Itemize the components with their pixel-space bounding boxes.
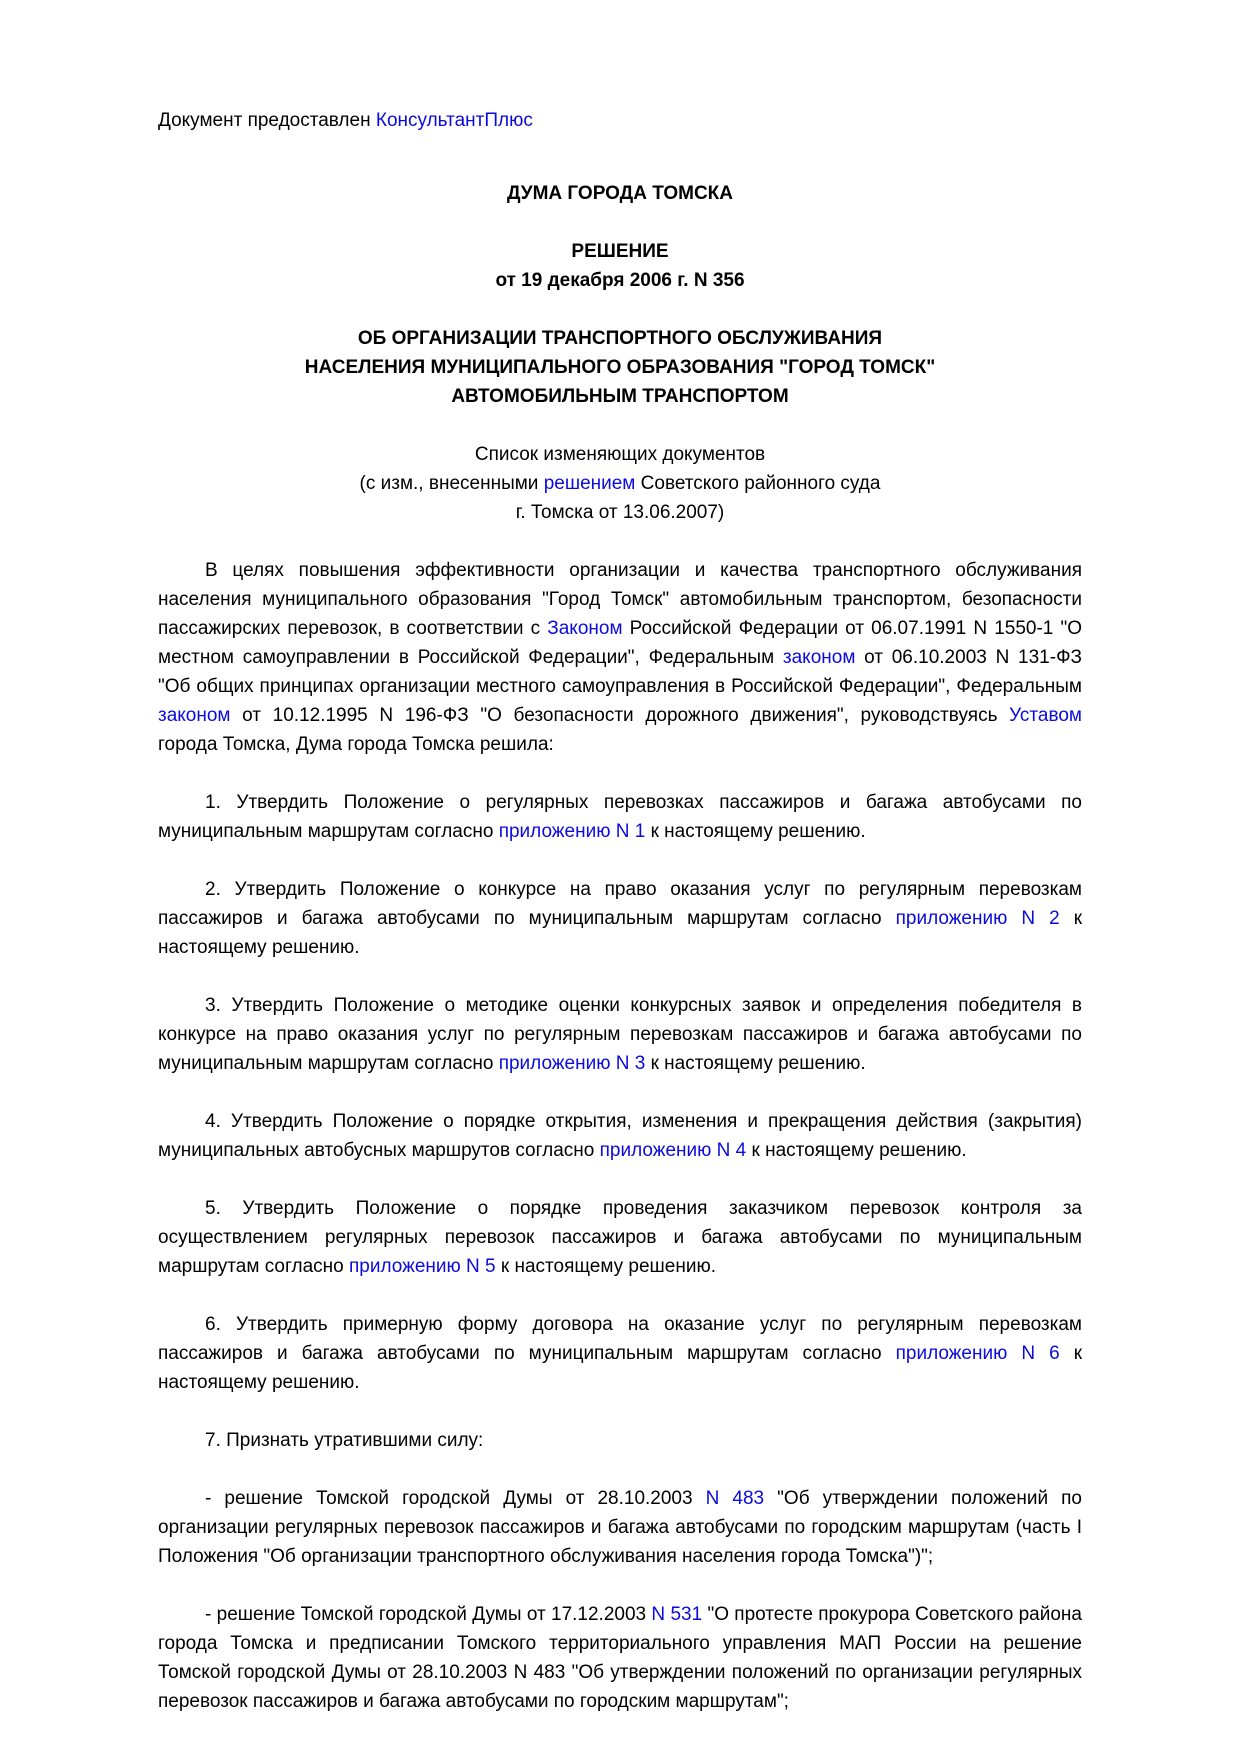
- text-segment: от 06.10.2003 N 131-ФЗ "Об общих принцип…: [158, 647, 1082, 697]
- document-page: Документ предоставлен КонсультантПлюс ДУ…: [158, 106, 1082, 1716]
- text-segment: 1. Утвердить Положение о регулярных пере…: [158, 792, 1082, 842]
- text-segment: Советского районного суда: [635, 473, 881, 494]
- text-segment: - решение Томской городской Думы от 28.1…: [205, 1488, 706, 1509]
- amendments-note: Список изменяющих документов (с изм., вн…: [158, 440, 1082, 527]
- text-segment: "Об утверждении положений по организации…: [158, 1488, 1083, 1567]
- text-segment: (с изм., внесенными: [359, 473, 544, 494]
- doc-link[interactable]: приложению N 4: [599, 1140, 747, 1161]
- text-segment: от 10.12.1995 N 196-ФЗ "О безопасности д…: [230, 705, 1010, 726]
- doc-link[interactable]: законом: [782, 647, 856, 668]
- paragraph: - решение Томской городской Думы от 17.1…: [158, 1600, 1082, 1716]
- amendments-line2: (с изм., внесенными решением Советского …: [158, 469, 1082, 498]
- document-body: В целях повышения эффективности организа…: [158, 556, 1082, 1716]
- text-segment: В целях повышения эффективности организа…: [158, 560, 1082, 639]
- paragraph: В целях повышения эффективности организа…: [158, 556, 1082, 759]
- text-segment: к настоящему решению.: [746, 1140, 967, 1161]
- doc-link[interactable]: N 531: [651, 1604, 703, 1625]
- consultantplus-link[interactable]: КонсультантПлюс: [375, 110, 533, 131]
- text-segment: к настоящему решению.: [645, 1053, 866, 1074]
- text-segment: 4. Утвердить Положение о порядке открыти…: [158, 1111, 1082, 1161]
- text-segment: к настоящему решению.: [158, 1343, 1083, 1393]
- paragraph: 4. Утвердить Положение о порядке открыти…: [158, 1107, 1082, 1165]
- text-segment: города Томска, Дума города Томска решила…: [158, 734, 554, 755]
- doc-link[interactable]: Законом: [547, 618, 623, 639]
- paragraph: - решение Томской городской Думы от 28.1…: [158, 1484, 1082, 1571]
- text-segment: - решение Томской городской Думы от 17.1…: [205, 1604, 652, 1625]
- doc-link[interactable]: Уставом: [1009, 705, 1082, 726]
- text-segment: 7. Признать утратившими силу:: [205, 1430, 484, 1451]
- doc-link[interactable]: приложению N 3: [498, 1053, 646, 1074]
- paragraph: 7. Признать утратившими силу:: [158, 1426, 1082, 1455]
- text-segment: к настоящему решению.: [495, 1256, 716, 1277]
- doc-subject: ОБ ОРГАНИЗАЦИИ ТРАНСПОРТНОГО ОБСЛУЖИВАНИ…: [304, 328, 936, 407]
- text-segment: 6. Утвердить примерную форму договора на…: [158, 1314, 1082, 1364]
- text-segment: "О протесте прокурора Советского района …: [158, 1604, 1082, 1712]
- paragraph: 6. Утвердить примерную форму договора на…: [158, 1310, 1082, 1397]
- paragraph: 5. Утвердить Положение о порядке проведе…: [158, 1194, 1082, 1281]
- paragraph: 1. Утвердить Положение о регулярных пере…: [158, 788, 1082, 846]
- doc-link[interactable]: законом: [158, 705, 231, 726]
- doc-link[interactable]: приложению N 2: [895, 908, 1060, 929]
- text-segment: к настоящему решению.: [645, 821, 866, 842]
- paragraph: 3. Утвердить Положение о методике оценки…: [158, 991, 1082, 1078]
- text-segment: 3. Утвердить Положение о методике оценки…: [158, 995, 1082, 1074]
- text-segment: 2. Утвердить Положение о конкурсе на пра…: [158, 879, 1082, 929]
- text-segment: 5. Утвердить Положение о порядке проведе…: [158, 1198, 1082, 1277]
- provider-note: Документ предоставлен КонсультантПлюс: [158, 106, 1082, 135]
- doc-link[interactable]: решением: [543, 473, 636, 494]
- paragraph: 2. Утвердить Положение о конкурсе на пра…: [158, 875, 1082, 962]
- doc-link[interactable]: приложению N 6: [895, 1343, 1060, 1364]
- amendments-line1: Список изменяющих документов: [474, 444, 766, 465]
- text-segment: Российской Федерации от 06.07.1991 N 155…: [158, 618, 1082, 668]
- doc-link[interactable]: приложению N 1: [498, 821, 646, 842]
- doc-link[interactable]: приложению N 5: [348, 1256, 496, 1277]
- doc-link[interactable]: N 483: [705, 1488, 765, 1509]
- text-segment: к настоящему решению.: [158, 908, 1083, 958]
- amendments-line3: г. Томска от 13.06.2007): [515, 502, 725, 523]
- provider-note-text: Документ предоставлен: [158, 110, 376, 131]
- org-title: ДУМА ГОРОДА ТОМСКА: [507, 183, 733, 204]
- doc-heading: РЕШЕНИЕ от 19 декабря 2006 г. N 356: [495, 241, 745, 291]
